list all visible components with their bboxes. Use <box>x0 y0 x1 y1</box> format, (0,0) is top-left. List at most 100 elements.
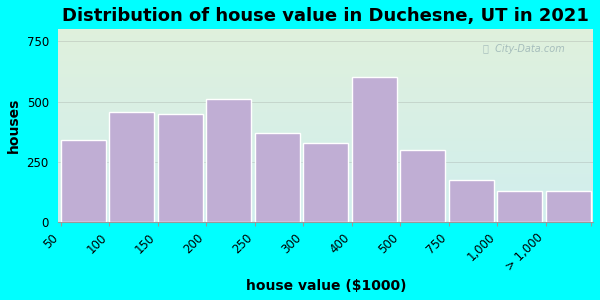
Bar <box>58 138 593 139</box>
Bar <box>58 152 593 153</box>
Bar <box>58 78 593 80</box>
Bar <box>58 38 593 39</box>
Bar <box>58 195 593 196</box>
Bar <box>58 182 593 184</box>
Bar <box>58 171 593 172</box>
Bar <box>58 136 593 137</box>
Bar <box>58 158 593 159</box>
Bar <box>58 215 593 216</box>
Bar <box>58 35 593 36</box>
Bar <box>58 122 593 123</box>
Bar <box>58 132 593 134</box>
Bar <box>58 220 593 221</box>
Bar <box>58 187 593 188</box>
Bar <box>58 103 593 104</box>
Bar <box>58 32 593 33</box>
Bar <box>58 212 593 213</box>
Bar <box>58 203 593 204</box>
Bar <box>58 196 593 197</box>
Bar <box>58 75 593 76</box>
Bar <box>58 175 593 176</box>
Bar <box>58 111 593 112</box>
Bar <box>58 173 593 174</box>
Bar <box>58 104 593 105</box>
Bar <box>58 218 593 219</box>
Bar <box>58 216 593 217</box>
Bar <box>58 63 593 64</box>
Bar <box>58 114 593 115</box>
Bar <box>58 145 593 146</box>
Bar <box>58 123 593 124</box>
Bar <box>58 31 593 32</box>
Bar <box>58 77 593 78</box>
Bar <box>58 200 593 201</box>
Bar <box>58 102 593 103</box>
Bar <box>58 150 593 151</box>
Bar <box>58 81 593 82</box>
Bar <box>58 163 593 164</box>
Bar <box>58 116 593 117</box>
Bar <box>58 44 593 45</box>
Bar <box>58 100 593 101</box>
Bar <box>58 59 593 60</box>
Bar <box>58 94 593 95</box>
Bar <box>58 112 593 113</box>
Bar <box>58 65 593 66</box>
Bar <box>58 192 593 193</box>
Bar <box>58 90 593 91</box>
Bar <box>58 56 593 57</box>
Bar <box>58 105 593 106</box>
Bar <box>58 109 593 110</box>
Bar <box>58 170 593 171</box>
Bar <box>58 160 593 161</box>
Bar <box>58 113 593 114</box>
Bar <box>58 120 593 121</box>
Bar <box>58 61 593 62</box>
Bar <box>58 43 593 44</box>
Bar <box>58 53 593 54</box>
Bar <box>58 66 593 67</box>
Bar <box>400 150 445 222</box>
Bar <box>58 137 593 138</box>
Bar <box>58 85 593 86</box>
Bar <box>58 82 593 83</box>
Title: Distribution of house value in Duchesne, UT in 2021: Distribution of house value in Duchesne,… <box>62 7 589 25</box>
Bar <box>58 213 593 214</box>
Bar <box>58 202 593 203</box>
Bar <box>58 124 593 125</box>
Bar <box>58 186 593 187</box>
Bar <box>58 207 593 208</box>
Bar <box>58 149 593 150</box>
Bar <box>58 34 593 35</box>
Bar <box>58 139 593 140</box>
Bar <box>58 52 593 53</box>
Bar <box>58 29 593 30</box>
Bar <box>58 219 593 220</box>
Bar <box>58 164 593 165</box>
Bar <box>58 48 593 49</box>
Bar <box>58 33 593 34</box>
Bar <box>58 100 593 102</box>
Bar <box>58 117 593 118</box>
Bar <box>58 84 593 85</box>
Bar <box>352 77 397 222</box>
Bar <box>58 30 593 31</box>
Bar <box>58 107 593 108</box>
Bar <box>58 162 593 163</box>
Bar <box>58 142 593 143</box>
Bar <box>58 71 593 72</box>
Bar <box>58 106 593 107</box>
Bar <box>58 99 593 100</box>
Bar <box>58 190 593 191</box>
Bar <box>58 211 593 212</box>
Bar <box>58 178 593 179</box>
Bar <box>58 88 593 89</box>
Bar <box>58 41 593 42</box>
Bar <box>58 64 593 65</box>
Bar <box>58 166 593 167</box>
Bar <box>255 133 299 222</box>
Bar <box>58 144 593 145</box>
Bar <box>58 154 593 155</box>
Bar <box>58 60 593 61</box>
Bar <box>58 199 593 200</box>
